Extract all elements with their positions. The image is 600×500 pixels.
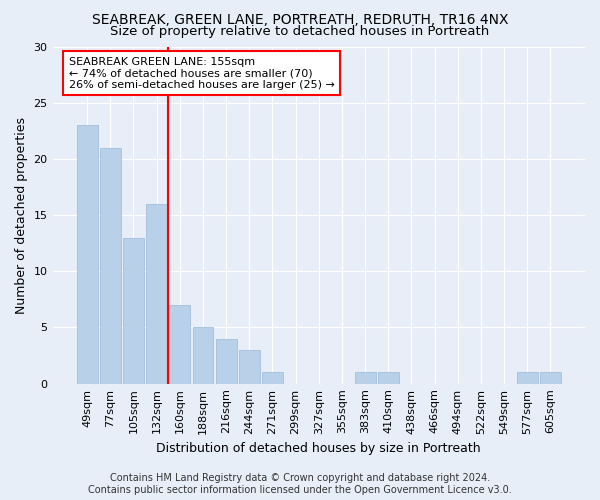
Bar [517, 372, 538, 384]
Bar [216, 338, 236, 384]
Bar [239, 350, 260, 384]
Bar [262, 372, 283, 384]
Text: SEABREAK GREEN LANE: 155sqm
← 74% of detached houses are smaller (70)
26% of sem: SEABREAK GREEN LANE: 155sqm ← 74% of det… [68, 56, 334, 90]
Y-axis label: Number of detached properties: Number of detached properties [15, 116, 28, 314]
Bar [355, 372, 376, 384]
Text: Size of property relative to detached houses in Portreath: Size of property relative to detached ho… [110, 25, 490, 38]
Bar [123, 238, 144, 384]
Bar [193, 328, 214, 384]
X-axis label: Distribution of detached houses by size in Portreath: Distribution of detached houses by size … [157, 442, 481, 455]
Bar [378, 372, 398, 384]
Text: SEABREAK, GREEN LANE, PORTREATH, REDRUTH, TR16 4NX: SEABREAK, GREEN LANE, PORTREATH, REDRUTH… [92, 12, 508, 26]
Bar [146, 204, 167, 384]
Bar [77, 125, 98, 384]
Bar [540, 372, 561, 384]
Text: Contains HM Land Registry data © Crown copyright and database right 2024.
Contai: Contains HM Land Registry data © Crown c… [88, 474, 512, 495]
Bar [100, 148, 121, 384]
Bar [169, 305, 190, 384]
